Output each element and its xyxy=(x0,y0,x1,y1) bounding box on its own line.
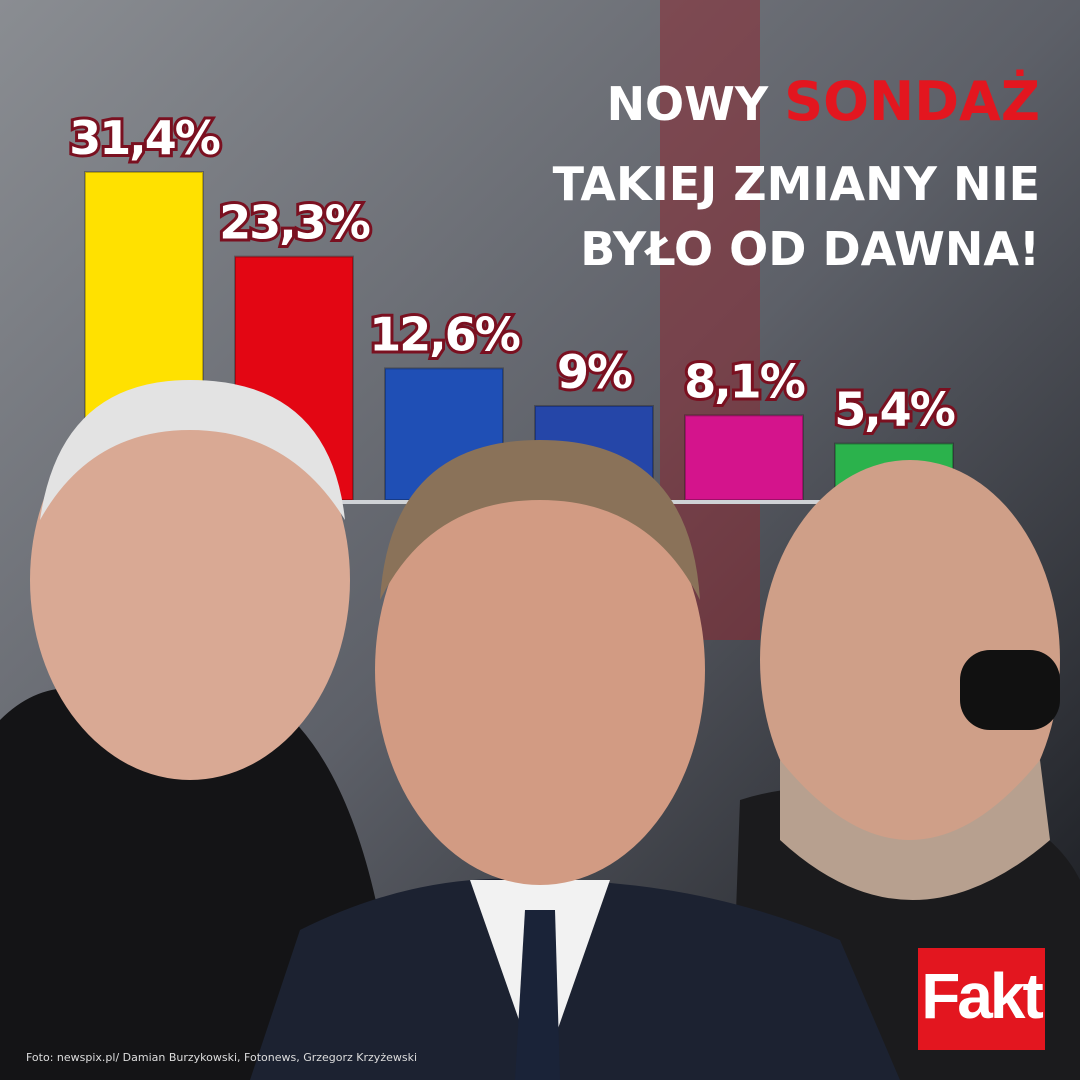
person-right-head xyxy=(760,460,1060,860)
headline-text: NOWY xyxy=(607,77,769,131)
logo-box xyxy=(918,948,1045,1050)
eye-patch xyxy=(960,650,1060,730)
person-center-head xyxy=(375,455,705,885)
bar xyxy=(684,414,804,502)
value-label: 5,4% xyxy=(834,383,954,437)
photo-credit: Foto: newspix.pl/ Damian Burzykowski, Fo… xyxy=(26,1051,417,1064)
value-label: 12,6% xyxy=(369,307,519,361)
person-right-beard xyxy=(780,760,1050,900)
headline-line2: TAKIEJ ZMIANY NIE xyxy=(553,157,1040,211)
logo: Fakt xyxy=(921,960,1043,1032)
person-left-head xyxy=(30,380,350,780)
person-left-hair xyxy=(40,380,345,520)
value-label: 8,1% xyxy=(684,354,804,408)
value-label: 9% xyxy=(557,345,632,399)
tie xyxy=(515,910,560,1080)
headline-line3: BYŁO OD DAWNA! xyxy=(580,222,1040,276)
value-label: 23,3% xyxy=(219,196,369,250)
headline-line1: NOWY SONDAŻ xyxy=(607,70,1040,133)
person-center-hair xyxy=(380,440,700,600)
value-label: 31,4% xyxy=(69,111,219,165)
headline-highlight: SONDAŻ xyxy=(784,70,1040,133)
